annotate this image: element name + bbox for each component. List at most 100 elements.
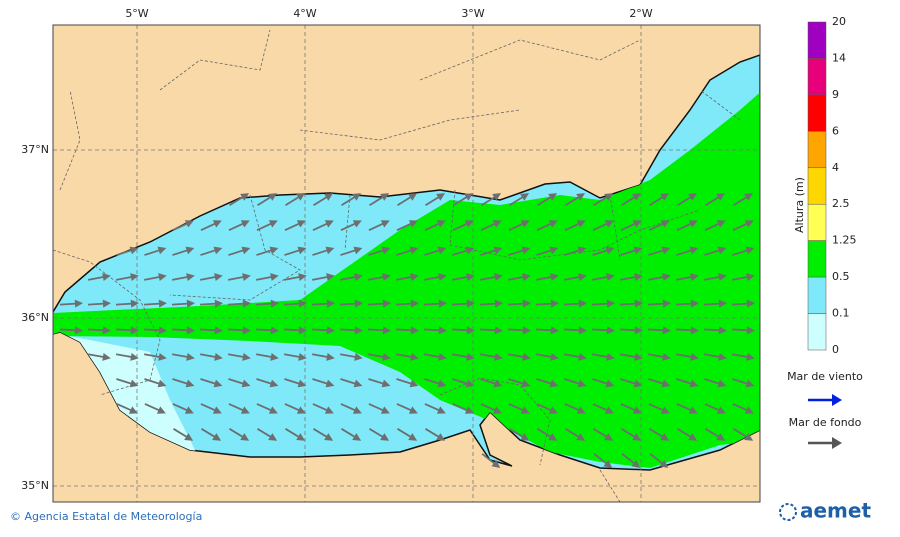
- arrow-head: [158, 352, 167, 361]
- swell-arrow: [535, 299, 559, 308]
- arrow-head: [186, 273, 195, 281]
- map: [53, 25, 760, 502]
- arrow-head: [438, 299, 447, 308]
- arrow-head: [269, 246, 279, 255]
- legend-label: Mar de fondo: [789, 416, 862, 429]
- arrow-head: [438, 352, 447, 361]
- arrow-head: [296, 220, 306, 228]
- swell-arrow: [564, 273, 587, 281]
- arrow-head: [522, 326, 531, 335]
- swell-arrow: [507, 326, 531, 335]
- swell-arrow: [227, 299, 251, 308]
- swell-arrow: [424, 428, 446, 441]
- swell-arrow: [367, 352, 391, 361]
- swell-arrow: [283, 326, 307, 335]
- swell-arrow: [705, 193, 726, 207]
- arrow-head: [606, 273, 615, 281]
- swell-arrow: [591, 326, 615, 335]
- swell-arrow: [256, 220, 278, 232]
- arrow-head: [130, 299, 139, 308]
- arrow-head: [242, 352, 251, 361]
- swell-arrow: [509, 193, 530, 207]
- arrow-head: [634, 299, 643, 308]
- copyright: © Agencia Estatal de Meteorología: [10, 510, 202, 523]
- swell-arrow: [731, 326, 755, 335]
- arrow-head: [436, 193, 446, 201]
- swell-arrow: [675, 352, 699, 361]
- arrow-head: [548, 406, 558, 414]
- arrow-head: [550, 326, 559, 335]
- swell-arrow: [480, 246, 503, 256]
- arrow-head: [577, 379, 587, 388]
- arrow-head: [494, 326, 503, 335]
- arrow-head: [296, 433, 306, 441]
- swell-arrow: [143, 299, 167, 308]
- arrow-head: [298, 299, 307, 308]
- arrow-head: [270, 299, 279, 308]
- arrow-head: [436, 220, 446, 228]
- arrow-head: [242, 326, 251, 335]
- arrow-head: [688, 193, 698, 201]
- swell-arrow: [453, 193, 474, 207]
- arrow-head: [354, 273, 363, 281]
- colorbar-label: 14: [832, 51, 846, 64]
- arrow-head: [185, 379, 195, 388]
- swell-arrow: [619, 326, 643, 335]
- swell-arrow: [675, 299, 699, 308]
- arrow-head: [744, 406, 754, 414]
- arrow-head: [690, 326, 699, 335]
- swell-arrow: [396, 403, 418, 414]
- arrow-head: [520, 433, 530, 441]
- arrow-head: [408, 406, 418, 414]
- arrow-head: [604, 406, 614, 414]
- swell-arrow: [200, 246, 223, 256]
- swell-arrow: [424, 220, 446, 232]
- arrow-head: [410, 273, 419, 281]
- arrow-head: [605, 379, 615, 388]
- arrow-head: [520, 406, 530, 414]
- arrow-head: [410, 299, 419, 308]
- swell-arrow: [396, 273, 419, 281]
- swell-arrow: [452, 220, 474, 232]
- swell-arrow: [395, 326, 419, 335]
- swell-arrow: [256, 246, 279, 256]
- arrow-head: [522, 352, 531, 361]
- arrow-head: [718, 299, 727, 308]
- swell-arrow: [676, 220, 698, 232]
- arrow-head: [74, 299, 83, 308]
- arrow-head: [269, 379, 279, 388]
- arrow-head: [603, 459, 613, 469]
- arrow-head: [324, 433, 334, 441]
- swell-arrow: [397, 193, 418, 207]
- arrow-head: [354, 299, 363, 308]
- arrow-head: [297, 379, 307, 388]
- swell-arrow: [144, 378, 167, 388]
- swell-arrow: [481, 453, 501, 469]
- swell-arrow: [536, 428, 558, 441]
- arrow-head: [128, 406, 138, 414]
- arrow-head: [240, 406, 250, 414]
- swell-arrow: [593, 453, 613, 469]
- arrow-head: [184, 406, 194, 414]
- swell-arrow: [564, 246, 587, 256]
- lon-label: 5°W: [125, 7, 148, 20]
- arrow-head: [633, 379, 643, 388]
- swell-arrow: [424, 378, 447, 388]
- arrow-head: [494, 352, 503, 361]
- arrow-head: [157, 246, 167, 255]
- swell-arrow: [255, 352, 279, 361]
- colorbar-bin: [807, 58, 827, 96]
- swell-arrow: [563, 326, 587, 335]
- swell-arrow: [647, 326, 671, 335]
- swell-arrow: [480, 403, 502, 414]
- arrow-head: [631, 459, 641, 469]
- colorbar-bin: [807, 131, 827, 169]
- arrow-head: [102, 352, 111, 361]
- arrow-head: [548, 220, 558, 228]
- swell-arrow: [228, 403, 250, 414]
- colorbar-bin: [807, 94, 827, 132]
- swell-arrow: [648, 220, 670, 232]
- swell-arrow: [368, 403, 390, 414]
- arrow-head: [268, 220, 278, 228]
- arrow-head: [576, 406, 586, 414]
